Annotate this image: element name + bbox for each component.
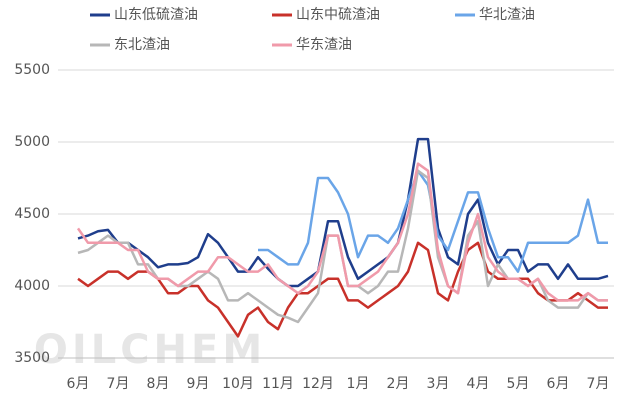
x-tick-label: 10月 xyxy=(222,376,254,392)
x-tick-label: 4月 xyxy=(467,376,490,392)
x-tick-label: 11月 xyxy=(262,376,294,392)
x-tick-label: 8月 xyxy=(147,376,170,392)
legend-label: 山东中硫渣油 xyxy=(296,7,380,23)
x-tick-label: 7月 xyxy=(107,376,130,392)
x-tick-label: 6月 xyxy=(547,376,570,392)
series-line xyxy=(77,169,608,324)
legend-label: 东北渣油 xyxy=(114,37,170,53)
y-tick-label: 5000 xyxy=(14,134,50,150)
y-tick-label: 4000 xyxy=(14,278,50,294)
legend-label: 华北渣油 xyxy=(479,7,535,23)
x-tick-label: 2月 xyxy=(387,376,410,392)
x-tick-label: 9月 xyxy=(187,376,210,392)
series-line xyxy=(76,162,608,302)
watermark: OILCHEM xyxy=(34,327,266,373)
y-tick-label: 5500 xyxy=(14,62,50,78)
series-line xyxy=(77,137,609,288)
x-tick-label: 5月 xyxy=(507,376,530,392)
x-tick-label: 1月 xyxy=(347,376,370,392)
legend-label: 华东渣油 xyxy=(296,37,352,53)
x-tick-label: 3月 xyxy=(427,376,450,392)
x-tick-label: 7月 xyxy=(587,376,610,392)
y-tick-label: 3500 xyxy=(14,350,50,366)
legend-label: 山东低硫渣油 xyxy=(114,7,198,23)
x-tick-label: 12月 xyxy=(302,376,334,392)
x-tick-label: 6月 xyxy=(67,376,90,392)
y-tick-label: 4500 xyxy=(14,206,50,222)
